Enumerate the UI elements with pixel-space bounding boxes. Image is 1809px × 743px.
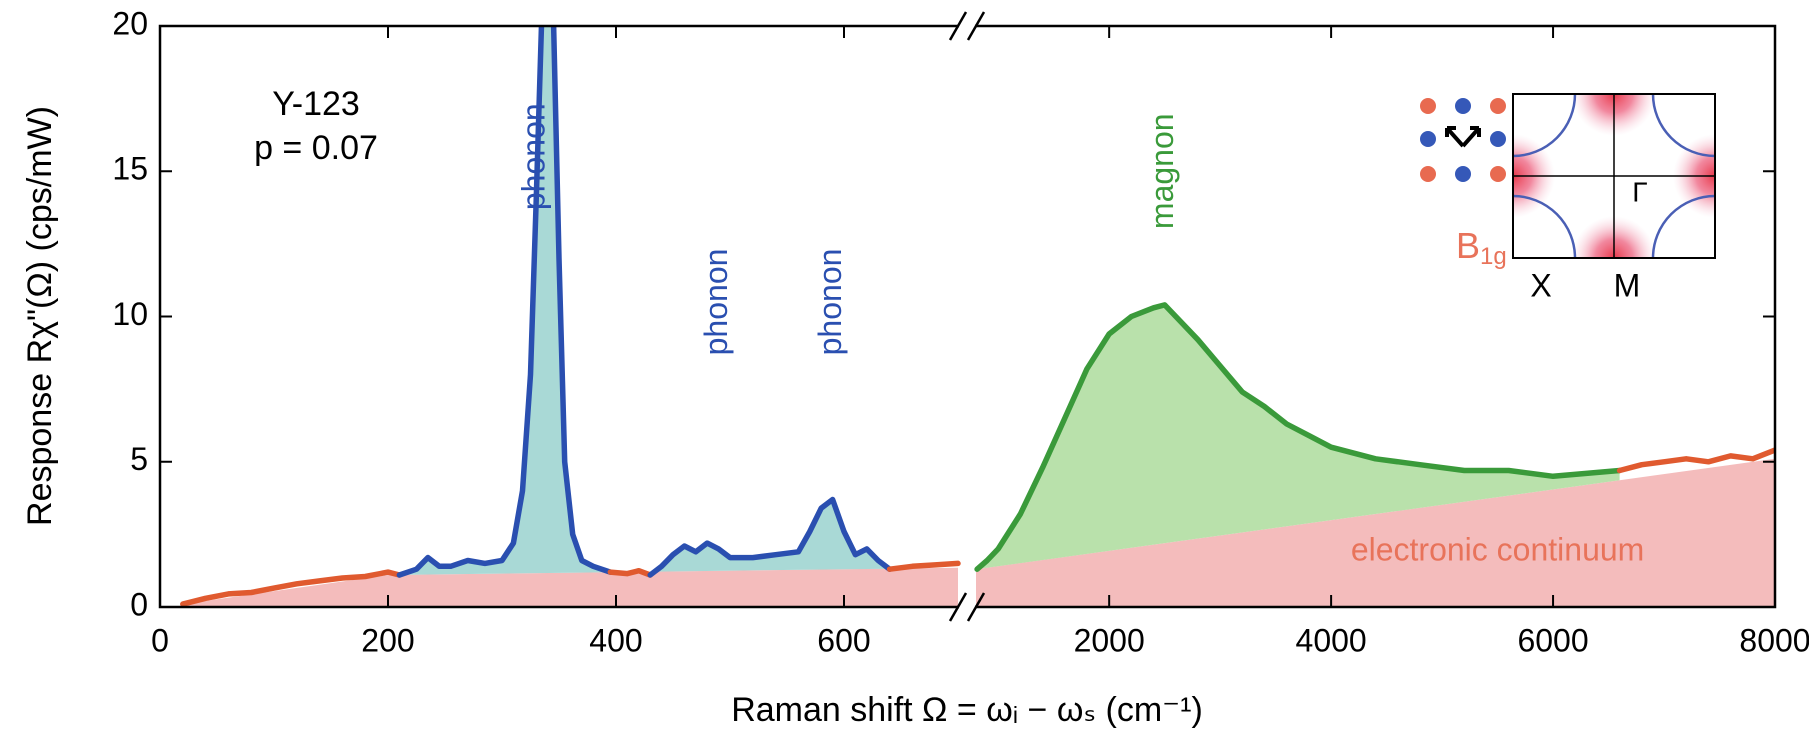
annotation: phonon (516, 103, 552, 210)
y-tick-label: 20 (112, 5, 148, 41)
atom (1490, 131, 1506, 147)
peak-area (977, 304, 1620, 570)
continuum-area (976, 458, 1775, 607)
axis-break (966, 592, 986, 622)
data-line (974, 302, 1623, 572)
peak-area (650, 499, 890, 575)
x-tick-label: 600 (817, 622, 870, 658)
axis-break (948, 11, 968, 41)
data-line (607, 567, 653, 578)
data-line (1616, 447, 1775, 474)
sample-label: Y-123 (272, 85, 360, 123)
y-tick-label: 5 (130, 441, 148, 477)
bz-label: Γ (1632, 176, 1647, 207)
atom (1455, 98, 1471, 114)
atom (1455, 166, 1471, 182)
atom (1420, 166, 1436, 182)
axis-break (966, 11, 986, 41)
symmetry-main: B (1456, 225, 1480, 266)
annotation: phonon (698, 249, 734, 356)
x-tick-label: 4000 (1296, 622, 1367, 658)
plot-area (180, 26, 1775, 607)
atom (1490, 166, 1506, 182)
x-tick-label: 400 (589, 622, 642, 658)
inset: B1g X M Γ (1420, 93, 1716, 303)
continuum-area (182, 567, 959, 607)
axis-break-gap (959, 20, 975, 32)
annotation: electronic continuum (1351, 531, 1644, 567)
x-tick-label: 6000 (1517, 622, 1588, 658)
x-axis-title: Raman shift Ω = ωᵢ − ωₛ (cm⁻¹) (731, 691, 1203, 729)
atom (1420, 98, 1436, 114)
brillouin-zone (1512, 93, 1716, 259)
x-tick-label: 200 (361, 622, 414, 658)
doping-label: p = 0.07 (254, 129, 378, 167)
x-tick-label: 0 (151, 622, 169, 658)
data-line (180, 569, 403, 607)
y-tick-label: 0 (130, 586, 148, 622)
axis-break (948, 592, 968, 622)
bz-label: X (1530, 267, 1551, 303)
data-line (647, 496, 893, 578)
annotation: phonon (812, 249, 848, 356)
atom (1490, 98, 1506, 114)
data-line (886, 560, 961, 572)
data-line (396, 26, 614, 578)
peak-area (399, 26, 611, 575)
x-tick-label: 8000 (1739, 622, 1809, 658)
y-tick-label: 10 (112, 296, 148, 332)
symmetry-sub: 1g (1480, 243, 1507, 270)
bz-label: M (1614, 267, 1641, 303)
y-tick-label: 15 (112, 151, 148, 187)
x-tick-label: 2000 (1074, 622, 1145, 658)
polarization-arrows (1445, 126, 1481, 148)
annotation: magnon (1144, 113, 1180, 229)
axis-break-gap (959, 601, 975, 613)
symmetry-label: B1g (1456, 225, 1507, 271)
y-axis-title: Response Rχ"(Ω) (cps/mW) (21, 106, 59, 526)
atom (1420, 131, 1436, 147)
